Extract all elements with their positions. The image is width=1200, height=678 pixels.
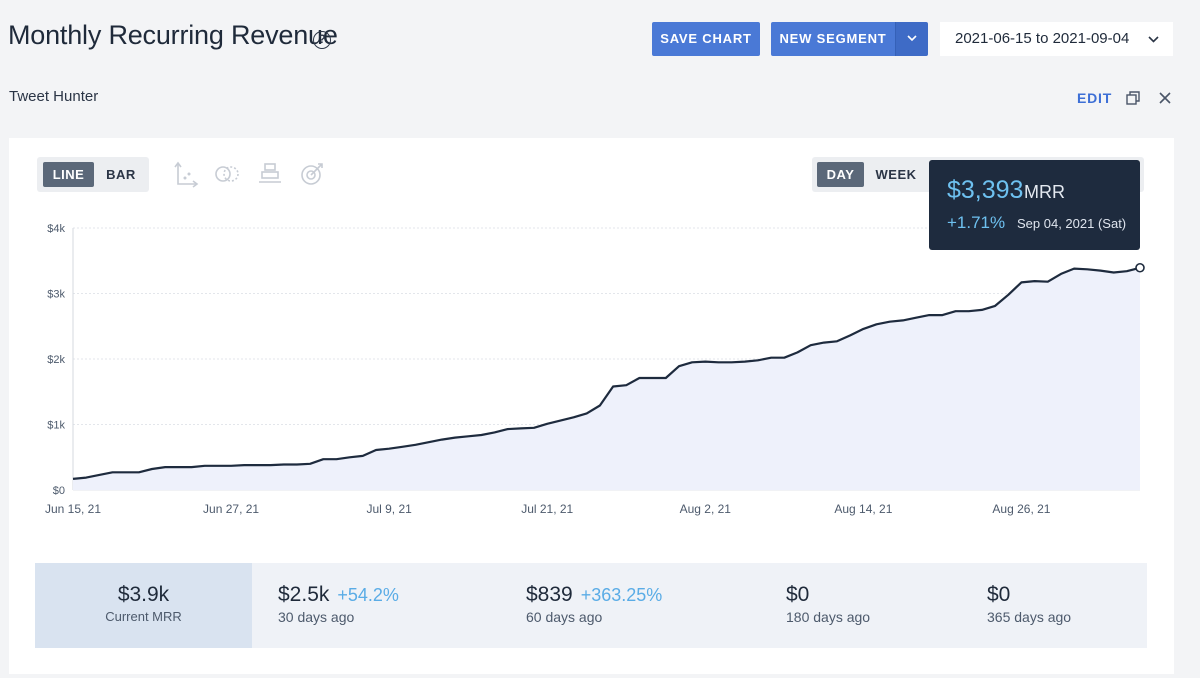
y-tick-label: $1k — [47, 420, 65, 432]
x-tick-label: Aug 26, 21 — [992, 502, 1050, 516]
bar-toggle[interactable]: BAR — [106, 167, 136, 182]
date-range-select[interactable]: 2021-06-15 to 2021-09-04 — [940, 22, 1173, 56]
date-range-value: 2021-06-15 to 2021-09-04 — [955, 30, 1130, 47]
chevron-down-icon — [907, 35, 917, 42]
stat-180-label: 180 days ago — [786, 609, 871, 625]
tooltip-unit: MRR — [1024, 182, 1065, 202]
x-tick-label: Jul 9, 21 — [366, 502, 412, 516]
stat-60-change: +363.25% — [580, 585, 663, 605]
stat-180-days[interactable]: $0 180 days ago — [786, 583, 870, 625]
stat-30-value: $2.5k — [278, 583, 330, 606]
mrr-line-chart[interactable]: $0 $1k $2k $3k $4k Jun 15, 21 Jun 27, 21 Jul 9,… — [0, 0, 1200, 560]
x-tick-label: Aug 2, 21 — [680, 502, 732, 516]
chart-tooltip: $3,393 MRR +1.71% Sep 04, 2021 (Sat) — [929, 160, 1140, 250]
stat-365-days[interactable]: $0 365 days ago — [987, 583, 1071, 625]
line-toggle[interactable]: LINE — [43, 162, 94, 187]
stat-60-value: $839 — [526, 583, 573, 606]
compare-icon[interactable] — [213, 160, 241, 188]
chevron-down-icon — [1148, 22, 1159, 56]
day-toggle[interactable]: DAY — [817, 162, 864, 187]
stat-30-days[interactable]: $2.5k +54.2% 30 days ago — [278, 583, 399, 625]
close-icon[interactable] — [1159, 92, 1171, 104]
help-icon[interactable]: ? — [313, 31, 331, 49]
stack-icon[interactable] — [256, 160, 284, 188]
hovered-data-point — [1135, 262, 1145, 273]
copy-icon[interactable] — [1126, 91, 1140, 105]
y-tick-label: $4k — [47, 223, 65, 235]
mrr-summary-bar: $3.9k Current MRR $2.5k +54.2% 30 days ag… — [35, 563, 1147, 648]
new-segment-button[interactable]: NEW SEGMENT — [771, 22, 895, 56]
stat-365-label: 365 days ago — [987, 609, 1072, 625]
week-toggle[interactable]: WEEK — [875, 167, 917, 182]
target-icon[interactable] — [298, 160, 326, 188]
save-chart-button[interactable]: SAVE CHART — [652, 22, 760, 56]
x-tick-label: Jun 27, 21 — [203, 502, 259, 516]
mrr-area-fill — [73, 267, 1140, 490]
chart-type-toggle: LINE BAR — [37, 157, 149, 192]
new-segment-dropdown[interactable] — [895, 22, 928, 56]
x-tick-label: Jun 15, 21 — [45, 502, 101, 516]
current-mrr-value: $3.9k — [117, 583, 170, 606]
x-tick-label: Aug 14, 21 — [834, 502, 892, 516]
stat-30-change: +54.2% — [337, 585, 399, 605]
stat-60-label: 60 days ago — [526, 609, 603, 625]
y-tick-label: $0 — [53, 485, 65, 497]
tooltip-date: Sep 04, 2021 (Sat) — [1017, 216, 1127, 231]
axis-icon[interactable] — [172, 160, 200, 188]
current-mrr-stat[interactable]: $3.9k Current MRR — [35, 563, 252, 648]
page-title: Monthly Recurring Revenue — [8, 20, 338, 50]
mrr-series-line — [72, 266, 1141, 480]
y-tick-label: $2k — [47, 354, 65, 366]
stat-30-label: 30 days ago — [278, 609, 355, 625]
y-tick-label: $3k — [47, 289, 65, 301]
current-mrr-label: Current MRR — [105, 609, 182, 624]
stat-60-days[interactable]: $839 +363.25% 60 days ago — [526, 583, 662, 625]
tooltip-change: +1.71% — [947, 213, 1006, 232]
tooltip-value: $3,393 — [947, 176, 1024, 204]
stat-365-value: $0 — [987, 583, 1011, 606]
edit-button[interactable]: EDIT — [1077, 90, 1113, 106]
x-tick-label: Jul 21, 21 — [521, 502, 573, 516]
segment-name: Tweet Hunter — [9, 88, 99, 105]
stat-180-value: $0 — [786, 583, 810, 606]
